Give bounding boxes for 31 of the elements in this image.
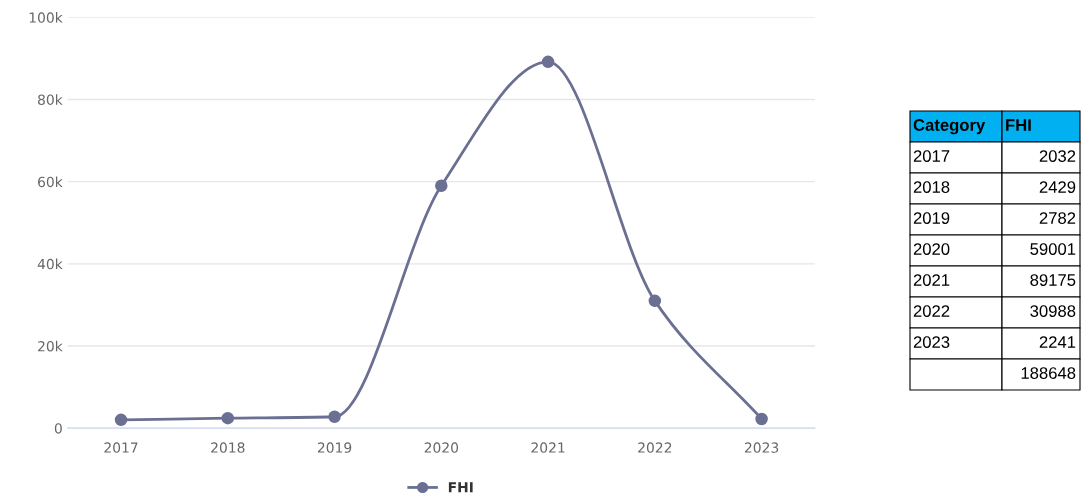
x-tick-label: 2018 (211, 442, 245, 453)
category-label: 2022 (913, 305, 950, 317)
x-tick-label: 2020 (424, 442, 459, 453)
x-tick-label: 2021 (531, 442, 565, 453)
text: 2241 (1039, 336, 1076, 348)
text: 2429 (1039, 181, 1076, 193)
y-tick-label: 20k (38, 340, 63, 352)
category-label: 2019 (913, 212, 950, 224)
text: 59001 (1030, 243, 1076, 255)
category-label: 2020 (913, 243, 950, 255)
y-tick-label: 40k (37, 258, 63, 270)
category-label: 2018 (913, 181, 950, 193)
y-tick-label: 60k (38, 176, 63, 188)
text: FHI (1006, 119, 1031, 131)
category-label: 2023 (913, 336, 950, 348)
text: 2782 (1039, 212, 1076, 224)
y-tick-label: 0 (54, 423, 62, 434)
text: 188648 (1021, 367, 1076, 379)
text: 89175 (1030, 274, 1076, 286)
text: 2032 (1039, 150, 1076, 162)
x-tick-label: 2017 (104, 442, 138, 453)
category-label: 2017 (913, 150, 950, 162)
text: Category (913, 119, 986, 135)
x-tick-label: 2023 (744, 442, 779, 453)
category-label: 2021 (913, 274, 950, 286)
legend-label: FHI (448, 482, 473, 493)
y-tick-label: 100k (29, 12, 63, 23)
text: 30988 (1030, 305, 1076, 317)
x-tick-label: 2019 (317, 442, 352, 453)
x-tick-label: 2022 (638, 442, 672, 453)
y-tick-label: 80k (38, 94, 63, 105)
